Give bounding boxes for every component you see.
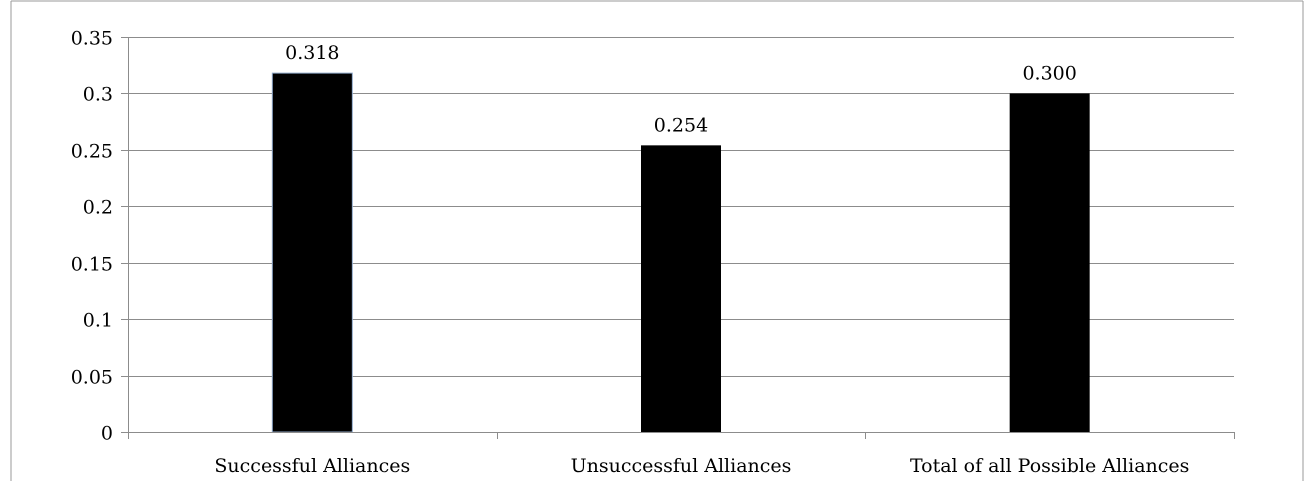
y-tick-label: 0.25 <box>71 141 113 163</box>
data-label: 0.318 <box>285 42 339 64</box>
y-tick-label: 0 <box>101 423 113 445</box>
data-labels: 0.318 0.254 0.300 <box>285 42 1077 136</box>
y-tick-label: 0.15 <box>71 254 113 276</box>
bar-total-of-all-possible-alliances <box>1009 93 1090 432</box>
x-category-label: Unsuccessful Alliances <box>571 455 792 477</box>
bars <box>271 72 1090 433</box>
x-category-label: Successful Alliances <box>214 455 410 477</box>
x-axis-category-labels: Successful Alliances Unsuccessful Allianc… <box>214 455 1189 477</box>
bar-unsuccessful-alliances <box>641 145 721 433</box>
y-tick-label: 0.2 <box>83 197 113 219</box>
y-tick-label: 0.1 <box>83 310 113 332</box>
bar-successful-alliances <box>271 72 353 433</box>
data-label: 0.300 <box>1022 62 1076 84</box>
data-label: 0.254 <box>654 114 708 136</box>
y-axis-tick-labels: 0 0.05 0.1 0.15 0.2 0.25 0.3 0.35 <box>71 28 113 445</box>
y-tick-label: 0.05 <box>71 367 113 389</box>
y-tick-label: 0.3 <box>83 84 113 106</box>
y-tick-label: 0.35 <box>71 28 113 50</box>
chart-border <box>10 0 1304 481</box>
x-category-label: Total of all Possible Alliances <box>910 455 1189 477</box>
x-axis <box>121 37 1235 439</box>
